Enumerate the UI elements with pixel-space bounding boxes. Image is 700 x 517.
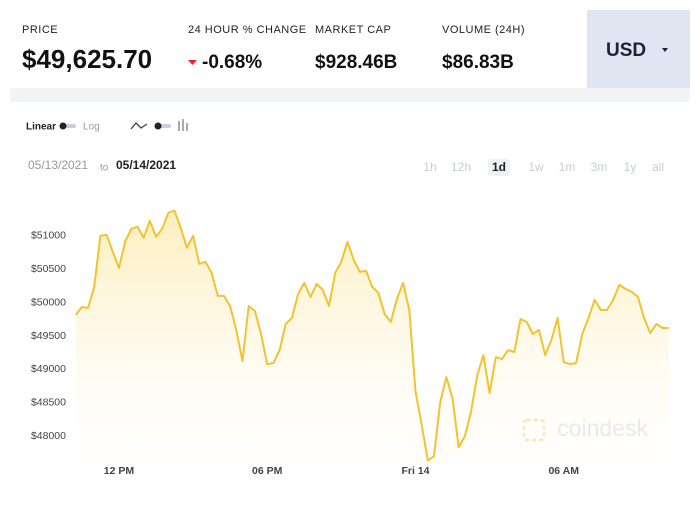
y-tick-label: $49000 — [31, 363, 66, 375]
range-button[interactable]: 1d — [492, 160, 506, 174]
x-tick-label: Fri 14 — [401, 465, 429, 477]
log-option[interactable]: Log — [83, 122, 100, 133]
stat-label: VOLUME (24H) — [442, 24, 525, 36]
x-tick-label: 06 PM — [252, 465, 283, 477]
range-button[interactable]: 12h — [451, 160, 471, 174]
y-tick-label: $48500 — [31, 397, 66, 409]
range-button[interactable]: 1h — [423, 160, 436, 174]
y-tick-label: $50500 — [31, 263, 66, 275]
stat-label: 24 HOUR % CHANGE — [188, 24, 307, 36]
date-from[interactable]: 05/13/2021 — [28, 158, 88, 172]
toggle-knob — [59, 122, 67, 130]
linear-option[interactable]: Linear — [26, 122, 56, 133]
stat-label: PRICE — [22, 24, 58, 36]
down-arrow — [188, 60, 197, 65]
x-tick-label: 06 AM — [548, 465, 579, 477]
y-tick-label: $48000 — [31, 430, 66, 442]
toggle-knob — [154, 122, 162, 130]
line-icon[interactable] — [130, 122, 148, 130]
price-area — [75, 210, 669, 463]
x-tick-label: 12 PM — [104, 465, 135, 477]
range-button[interactable]: 1m — [559, 160, 576, 174]
stat-label: MARKET CAP — [315, 24, 391, 36]
range-selected-bg — [488, 159, 510, 176]
range-button[interactable]: 3m — [591, 160, 608, 174]
bar-icon[interactable] — [178, 119, 188, 131]
y-tick-label: $51000 — [31, 230, 66, 242]
date-to[interactable]: 05/14/2021 — [116, 158, 176, 172]
caret — [662, 48, 668, 52]
stat-value: $86.83B — [442, 52, 514, 73]
currency-label[interactable]: USD — [606, 40, 646, 61]
y-tick-label: $50000 — [31, 296, 66, 308]
stat-value: -0.68% — [202, 52, 262, 73]
currency-selector[interactable] — [587, 10, 690, 88]
y-tick-label: $49500 — [31, 330, 66, 342]
range-button[interactable]: all — [652, 160, 664, 174]
price-line — [74, 209, 669, 462]
range-button[interactable]: 1y — [624, 160, 637, 174]
stat-value: $928.46B — [315, 52, 397, 73]
range-button[interactable]: 1w — [528, 160, 544, 174]
stat-value: $49,625.70 — [22, 44, 152, 74]
date-sep: to — [100, 163, 109, 174]
header-divider — [10, 88, 690, 102]
